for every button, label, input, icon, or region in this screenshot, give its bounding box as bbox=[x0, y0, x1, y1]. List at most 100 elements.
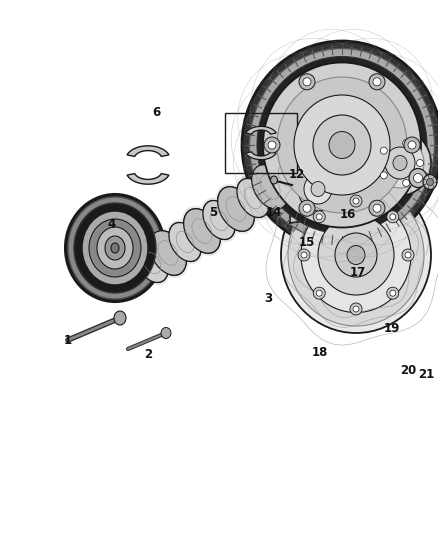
Ellipse shape bbox=[161, 327, 171, 338]
Ellipse shape bbox=[387, 211, 399, 223]
Ellipse shape bbox=[136, 244, 168, 282]
Text: 21: 21 bbox=[418, 368, 434, 382]
Text: 2: 2 bbox=[144, 349, 152, 361]
Ellipse shape bbox=[427, 179, 434, 185]
Ellipse shape bbox=[393, 156, 407, 171]
Ellipse shape bbox=[301, 198, 411, 312]
Text: 17: 17 bbox=[350, 266, 366, 279]
Ellipse shape bbox=[82, 211, 148, 285]
Text: 3: 3 bbox=[264, 292, 272, 304]
Ellipse shape bbox=[380, 172, 387, 179]
Ellipse shape bbox=[235, 176, 271, 220]
Ellipse shape bbox=[264, 137, 280, 153]
Ellipse shape bbox=[417, 159, 424, 166]
Ellipse shape bbox=[252, 165, 288, 209]
Text: 14: 14 bbox=[266, 206, 282, 220]
Ellipse shape bbox=[249, 162, 291, 212]
Text: 20: 20 bbox=[400, 365, 416, 377]
Ellipse shape bbox=[271, 157, 303, 196]
Ellipse shape bbox=[184, 209, 220, 253]
Ellipse shape bbox=[390, 214, 396, 220]
Ellipse shape bbox=[150, 231, 186, 275]
Ellipse shape bbox=[299, 74, 315, 90]
Text: 12: 12 bbox=[289, 168, 305, 182]
Ellipse shape bbox=[313, 287, 325, 299]
Polygon shape bbox=[161, 230, 192, 265]
Ellipse shape bbox=[316, 214, 322, 220]
Ellipse shape bbox=[409, 168, 427, 188]
Ellipse shape bbox=[292, 161, 344, 217]
Polygon shape bbox=[145, 241, 175, 275]
Ellipse shape bbox=[350, 303, 362, 315]
Polygon shape bbox=[195, 208, 226, 243]
Ellipse shape bbox=[329, 132, 355, 158]
Ellipse shape bbox=[353, 198, 359, 204]
Ellipse shape bbox=[376, 138, 424, 188]
Ellipse shape bbox=[147, 228, 189, 278]
Ellipse shape bbox=[390, 290, 396, 296]
Ellipse shape bbox=[263, 62, 421, 228]
Ellipse shape bbox=[218, 187, 254, 231]
Ellipse shape bbox=[169, 222, 201, 262]
Ellipse shape bbox=[380, 147, 387, 154]
Ellipse shape bbox=[413, 174, 423, 182]
Polygon shape bbox=[212, 197, 243, 232]
Ellipse shape bbox=[268, 154, 305, 198]
Ellipse shape bbox=[350, 195, 362, 207]
Ellipse shape bbox=[134, 241, 170, 285]
Ellipse shape bbox=[353, 306, 359, 312]
Ellipse shape bbox=[105, 236, 125, 260]
Ellipse shape bbox=[408, 141, 416, 149]
Ellipse shape bbox=[242, 41, 438, 249]
Ellipse shape bbox=[167, 220, 203, 264]
Ellipse shape bbox=[277, 77, 407, 213]
Text: 18: 18 bbox=[312, 346, 328, 359]
Ellipse shape bbox=[303, 78, 311, 86]
Ellipse shape bbox=[313, 115, 371, 175]
Ellipse shape bbox=[423, 174, 437, 190]
Ellipse shape bbox=[335, 233, 377, 277]
Ellipse shape bbox=[268, 141, 276, 149]
Ellipse shape bbox=[301, 252, 307, 258]
Ellipse shape bbox=[373, 78, 381, 86]
Ellipse shape bbox=[347, 246, 365, 264]
Text: 1: 1 bbox=[64, 334, 72, 346]
Polygon shape bbox=[120, 242, 148, 269]
Ellipse shape bbox=[237, 179, 269, 217]
Ellipse shape bbox=[385, 147, 415, 179]
Polygon shape bbox=[127, 174, 169, 184]
Ellipse shape bbox=[203, 200, 235, 239]
Ellipse shape bbox=[288, 184, 424, 326]
Ellipse shape bbox=[97, 227, 133, 269]
Ellipse shape bbox=[271, 176, 278, 184]
Ellipse shape bbox=[68, 197, 162, 299]
Ellipse shape bbox=[294, 95, 390, 195]
Ellipse shape bbox=[252, 165, 288, 209]
Polygon shape bbox=[246, 126, 276, 134]
Ellipse shape bbox=[169, 222, 201, 262]
Ellipse shape bbox=[298, 249, 310, 261]
Ellipse shape bbox=[150, 231, 186, 275]
Text: 19: 19 bbox=[384, 321, 400, 335]
Ellipse shape bbox=[318, 215, 394, 295]
Ellipse shape bbox=[218, 187, 254, 231]
Bar bbox=[225, 113, 297, 173]
Ellipse shape bbox=[74, 203, 156, 293]
Ellipse shape bbox=[281, 177, 431, 333]
Ellipse shape bbox=[136, 244, 168, 282]
Ellipse shape bbox=[369, 200, 385, 216]
Ellipse shape bbox=[387, 287, 399, 299]
Text: 6: 6 bbox=[152, 107, 160, 119]
Ellipse shape bbox=[403, 180, 410, 187]
Ellipse shape bbox=[311, 182, 325, 197]
Polygon shape bbox=[229, 186, 260, 221]
Ellipse shape bbox=[271, 157, 303, 196]
Polygon shape bbox=[246, 175, 277, 210]
Ellipse shape bbox=[257, 56, 427, 233]
Ellipse shape bbox=[65, 194, 165, 302]
Ellipse shape bbox=[203, 200, 235, 239]
Text: 4: 4 bbox=[108, 219, 116, 231]
Ellipse shape bbox=[181, 206, 223, 256]
Ellipse shape bbox=[184, 209, 220, 253]
Polygon shape bbox=[178, 219, 209, 254]
